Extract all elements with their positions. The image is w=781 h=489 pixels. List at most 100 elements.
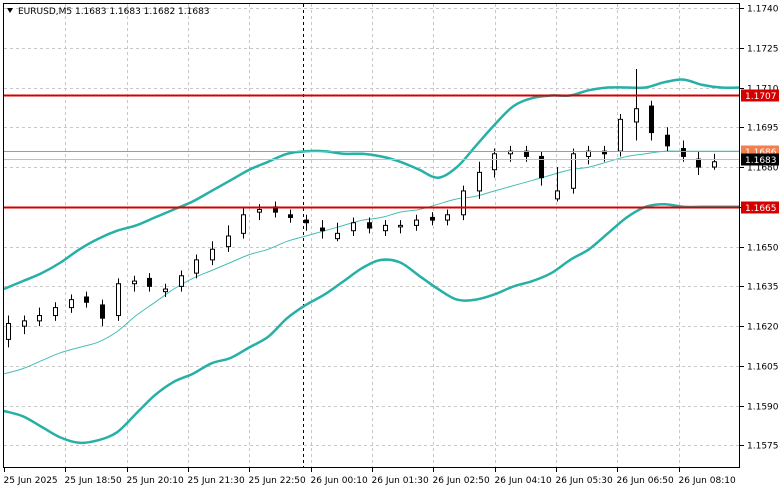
candle-body [681,148,686,157]
candle-body [194,259,199,274]
y-tick-label: 1.1605 [747,363,779,373]
candle-body [649,105,654,134]
symbol-header: EURUSD,M5 1.1683 1.1683 1.1682 1.1683 [18,7,210,17]
x-tick-label: 26 Jun 01:30 [372,476,429,486]
x-tick-label: 25 Jun 18:50 [65,476,122,486]
y-tick-label: 1.1650 [747,244,779,254]
candle-body [398,224,403,228]
candle-bullish [335,222,340,242]
current-price-tag [741,153,779,166]
x-tick-label: 25 Jun 20:10 [127,476,184,486]
candle-bullish [226,225,231,252]
candle-bullish [445,209,450,226]
candle-body [69,299,74,309]
candle-body [414,219,419,226]
candle-body [461,190,466,216]
candle-bullish [712,153,717,170]
candle-body [210,248,215,261]
candle-bullish [179,270,184,292]
candle-bullish [618,114,623,157]
candle-bearish [288,209,293,223]
x-tick-label: 26 Jun 02:50 [433,476,490,486]
y-tick-label: 1.1590 [747,403,779,413]
candle-bearish [147,273,152,292]
candle-bullish [53,302,58,321]
candle-bullish [163,283,168,297]
candle-body [445,214,450,221]
candle-body [132,280,137,285]
candle-body [712,161,717,168]
bollinger-lower-band [3,202,740,445]
y-tick-label: 1.1575 [747,442,779,452]
bollinger-upper-band [3,78,741,291]
candle-body [555,190,560,200]
current-price-label: 1.1683 [745,156,777,166]
candle-bullish [571,148,576,194]
candle-bullish [351,217,356,236]
candle-body [147,277,152,287]
candle-bullish [22,315,27,335]
candle-body [163,288,168,293]
y-tick-label: 1.1635 [747,283,779,293]
candle-body [53,307,58,317]
candle-body [335,232,340,240]
price-lines [4,94,740,209]
y-tick-label: 1.1695 [747,124,779,134]
candle-bullish [210,241,215,266]
x-tick-label: 25 Jun 2025 [4,476,58,486]
y-tick-label: 1.1620 [747,323,779,333]
candle-bearish [367,217,372,234]
candle-body [696,158,701,168]
candle-bearish [539,151,544,186]
candle-bearish [430,212,435,226]
candle-body [571,153,576,189]
candle-body [288,214,293,218]
candle-bearish [304,214,309,231]
x-axis: 25 Jun 2025 25 Jun 18:50 25 Jun 20:10 25 Ju… [4,468,736,486]
candle-body [84,296,89,303]
plot-frame [3,3,740,468]
candle-bullish [37,307,42,327]
y-tick-label: 1.1740 [747,5,779,15]
candle-body [241,214,246,234]
price-level-tag [741,89,779,102]
candle-body [367,222,372,229]
candle-bullish [194,254,199,279]
candle-bearish [84,291,89,308]
candle-body [179,275,184,287]
price-level-label: 1.1665 [745,204,777,214]
candles [6,68,717,348]
candle-bullish [6,315,11,348]
candle-bullish [555,167,560,202]
price-level-tag [741,201,779,214]
candle-bullish [398,220,403,234]
candle-body [618,118,623,152]
x-tick-label: 26 Jun 04:10 [495,476,552,486]
candle-bullish [383,220,388,236]
x-tick-label: 26 Jun 00:10 [311,476,368,486]
y-tick-label: 1.1725 [747,45,779,55]
y-tick-label: 1.1680 [747,164,779,174]
dropdown-triangle-icon[interactable] [7,8,13,13]
candle-body [320,227,325,232]
candle-body [351,222,356,232]
candle-bearish [665,127,670,152]
candle-bearish [100,299,105,327]
candle-body [634,108,639,123]
x-tick-label: 26 Jun 05:30 [556,476,613,486]
x-tick-label: 25 Jun 21:30 [188,476,245,486]
price-level-label: 1.1707 [745,92,777,102]
candle-bullish [492,148,497,178]
x-tick-label: 26 Jun 08:10 [679,476,736,486]
moving-average-line [3,150,740,375]
candle-bullish [116,278,121,321]
candle-bullish [241,206,246,239]
candle-body [257,208,262,213]
candle-bullish [414,214,419,231]
candle-bullish [132,275,137,292]
price-labels: 1.1707 1.1686 1.1665 1.1683 [741,89,779,214]
candle-body [492,153,497,171]
x-tick-label: 26 Jun 06:50 [617,476,674,486]
